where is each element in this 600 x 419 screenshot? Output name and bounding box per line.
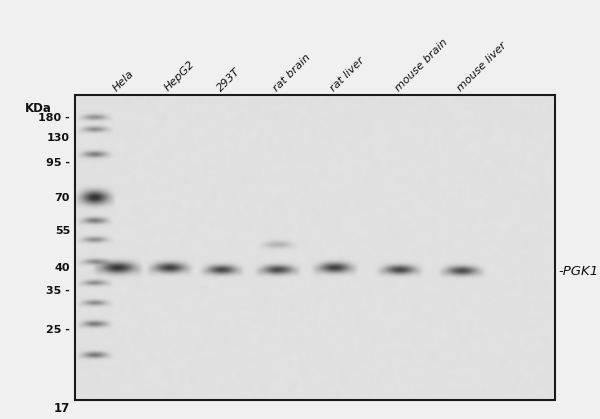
- Text: 70: 70: [55, 193, 70, 203]
- Text: Hela: Hela: [111, 68, 136, 93]
- Text: mouse brain: mouse brain: [393, 37, 449, 93]
- Text: 180 -: 180 -: [38, 113, 70, 123]
- Text: 35 -: 35 -: [46, 286, 70, 296]
- Text: 17: 17: [54, 401, 70, 414]
- Text: 55: 55: [55, 226, 70, 236]
- Text: 130: 130: [47, 133, 70, 143]
- Bar: [75, 95, 555, 400]
- Text: rat liver: rat liver: [328, 55, 366, 93]
- Text: 293T: 293T: [215, 66, 242, 93]
- Text: rat brain: rat brain: [271, 52, 312, 93]
- Text: -PGK1: -PGK1: [558, 264, 598, 277]
- Text: 95 -: 95 -: [46, 158, 70, 168]
- Text: HepG2: HepG2: [163, 59, 197, 93]
- Text: mouse liver: mouse liver: [455, 40, 508, 93]
- Text: 40: 40: [55, 263, 70, 273]
- Text: 25 -: 25 -: [46, 325, 70, 335]
- Text: KDa: KDa: [25, 101, 52, 114]
